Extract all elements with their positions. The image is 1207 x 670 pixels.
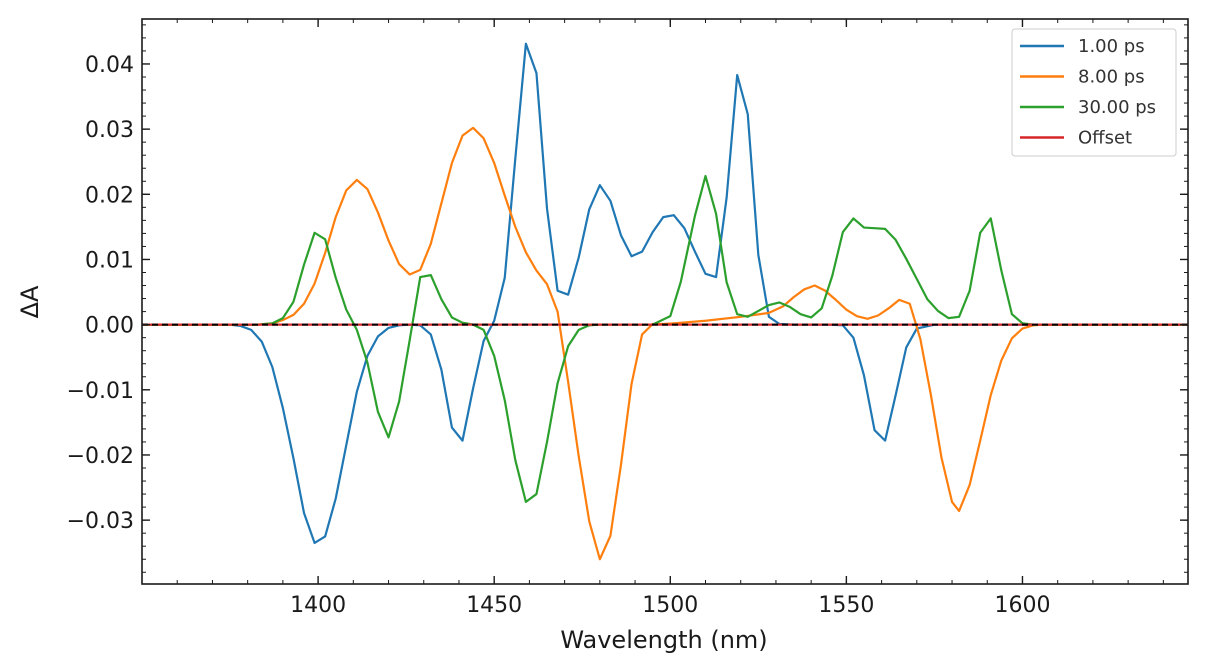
tick-marks bbox=[141, 19, 1188, 584]
legend-label: 30.00 ps bbox=[1078, 97, 1156, 118]
legend-box bbox=[1011, 28, 1177, 157]
axes-frame bbox=[141, 18, 1189, 585]
x-tick-label: 1500 bbox=[642, 593, 698, 618]
tick-labels: 1400 1450 1500 1550 1600 0.04 0.03 0.02 0.01 0.00… bbox=[67, 53, 1051, 618]
x-tick-label: 1550 bbox=[818, 593, 874, 618]
legend: 1.00 ps 8.00 ps 30.00 ps Offset bbox=[1011, 28, 1177, 157]
y-tick-label: 0.01 bbox=[85, 248, 134, 273]
y-tick-label: 0.03 bbox=[85, 118, 134, 143]
legend-label: Offset bbox=[1078, 128, 1132, 149]
legend-label: 8.00 ps bbox=[1078, 67, 1145, 88]
plot-area bbox=[142, 42, 1188, 561]
legend-label: 1.00 ps bbox=[1078, 36, 1145, 57]
axes bbox=[141, 18, 1189, 585]
series-line-1 bbox=[142, 126, 1188, 561]
y-tick-label: −0.03 bbox=[67, 509, 134, 534]
y-tick-label: 0.04 bbox=[85, 53, 134, 78]
series-line-2 bbox=[142, 174, 1188, 503]
x-tick-label: 1450 bbox=[466, 593, 522, 618]
x-tick-label: 1600 bbox=[994, 593, 1050, 618]
y-tick-label: −0.02 bbox=[67, 444, 134, 469]
y-tick-label: −0.01 bbox=[67, 379, 134, 404]
y-tick-label: 0.02 bbox=[85, 183, 134, 208]
y-tick-label: 0.00 bbox=[85, 314, 134, 339]
y-axis-label: ΔA bbox=[16, 285, 44, 318]
x-axis-label: Wavelength (nm) bbox=[560, 626, 767, 654]
x-tick-label: 1400 bbox=[290, 593, 346, 618]
